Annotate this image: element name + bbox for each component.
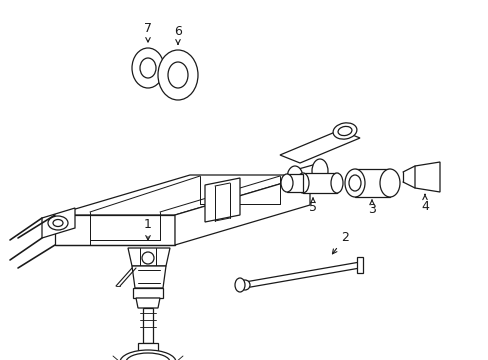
Text: 6: 6	[174, 25, 182, 44]
Polygon shape	[132, 266, 165, 288]
Text: 3: 3	[367, 200, 375, 216]
Ellipse shape	[126, 353, 170, 360]
Polygon shape	[138, 343, 158, 352]
Ellipse shape	[142, 252, 154, 264]
Polygon shape	[128, 248, 170, 266]
Polygon shape	[280, 130, 359, 163]
Ellipse shape	[337, 126, 351, 136]
Ellipse shape	[53, 220, 63, 226]
Text: 2: 2	[332, 231, 348, 254]
Polygon shape	[136, 298, 160, 308]
Polygon shape	[142, 308, 153, 343]
Text: 4: 4	[420, 194, 428, 213]
Ellipse shape	[330, 173, 342, 193]
Ellipse shape	[311, 159, 327, 183]
Ellipse shape	[332, 123, 356, 139]
Text: 1: 1	[144, 218, 152, 240]
Text: 5: 5	[308, 198, 316, 214]
Ellipse shape	[379, 169, 399, 197]
Ellipse shape	[140, 58, 156, 78]
Polygon shape	[133, 288, 163, 298]
Polygon shape	[42, 208, 75, 238]
Text: 7: 7	[143, 22, 152, 42]
Polygon shape	[303, 173, 336, 193]
Polygon shape	[414, 162, 439, 192]
Ellipse shape	[281, 174, 292, 192]
Ellipse shape	[120, 350, 176, 360]
Ellipse shape	[296, 173, 308, 193]
Ellipse shape	[345, 169, 364, 197]
Ellipse shape	[235, 278, 244, 292]
Ellipse shape	[286, 166, 303, 190]
Ellipse shape	[132, 48, 163, 88]
Polygon shape	[55, 175, 309, 215]
Ellipse shape	[158, 50, 198, 100]
Polygon shape	[175, 175, 309, 245]
Polygon shape	[356, 257, 362, 273]
Ellipse shape	[48, 216, 68, 230]
Ellipse shape	[240, 280, 249, 290]
Polygon shape	[244, 262, 359, 288]
Ellipse shape	[348, 175, 360, 191]
Polygon shape	[286, 174, 303, 192]
Polygon shape	[204, 178, 240, 222]
Ellipse shape	[168, 62, 187, 88]
Polygon shape	[55, 215, 175, 245]
Polygon shape	[354, 169, 389, 197]
Polygon shape	[294, 163, 319, 187]
